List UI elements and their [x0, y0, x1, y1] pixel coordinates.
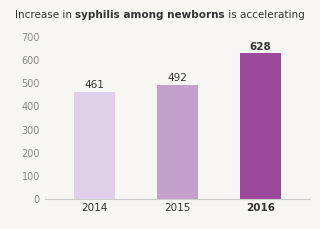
Text: Increase in: Increase in — [15, 10, 76, 20]
Text: is accelerating: is accelerating — [225, 10, 305, 20]
Bar — [74, 92, 115, 199]
Text: 628: 628 — [250, 41, 271, 52]
Bar — [240, 53, 281, 199]
Text: 492: 492 — [168, 73, 188, 83]
Text: syphilis among newborns: syphilis among newborns — [76, 10, 225, 20]
Text: 461: 461 — [85, 80, 105, 90]
Bar — [157, 85, 198, 199]
